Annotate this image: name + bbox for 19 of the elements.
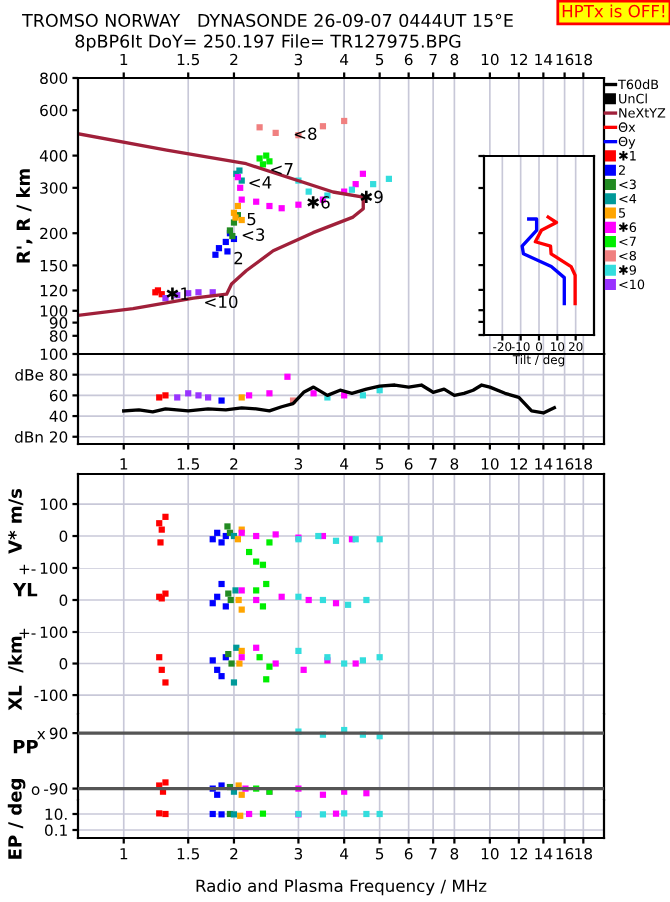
annotation: ✱6 xyxy=(307,196,330,209)
y-axis-title: R', R / km xyxy=(16,169,33,263)
annotation: 5 xyxy=(247,212,256,226)
y-axis-title: XL /km xyxy=(7,636,24,711)
annotation: <10 xyxy=(205,295,238,309)
annotation: <7 xyxy=(271,163,293,176)
x-axis-title: Radio and Plasma Frequency / MHz xyxy=(196,879,487,896)
y-axis-title: YL xyxy=(12,583,38,597)
chart-title: TROMSO NORWAY DYNASONDE 26-09-07 0444UT 15°E xyxy=(22,13,513,28)
annotation: <4 xyxy=(249,176,272,189)
y-axis-title: PP xyxy=(13,740,38,754)
annotation: <8 xyxy=(294,127,317,141)
annotation: <3 xyxy=(242,228,265,241)
text: HPTx is OFF! xyxy=(562,4,665,18)
y-axis-title: V* m/s xyxy=(8,488,24,554)
annotation: 2 xyxy=(234,251,243,265)
chart-subtitle: 8pBP6It DoY= 250.197 File= TR127975.BPG xyxy=(75,34,461,52)
annotation: ✱9 xyxy=(360,190,383,204)
y-axis-title: EP / deg xyxy=(7,779,26,859)
